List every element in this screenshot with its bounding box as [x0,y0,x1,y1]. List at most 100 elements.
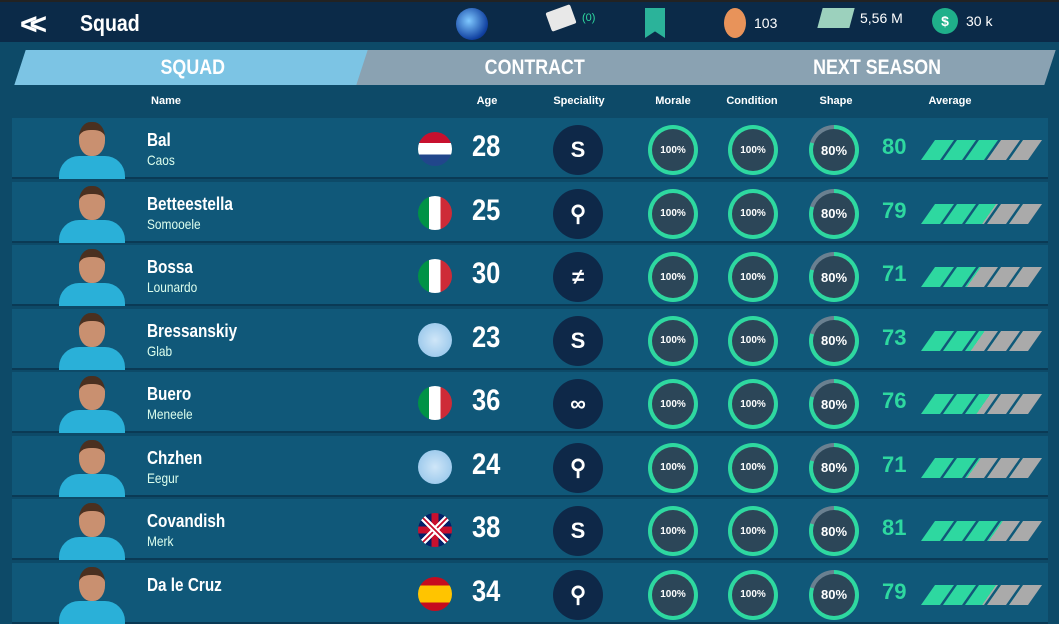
shape-ring: 80% [809,252,859,302]
avatar [57,122,127,179]
shape-value: 80% [813,192,855,235]
average-value: 79 [882,578,907,604]
morale-value: 100% [652,383,694,425]
rider-first-name: Eegur [147,469,179,486]
average-value: 71 [882,451,907,477]
average-bar [920,330,1043,351]
rider-first-name: Glab [147,342,173,359]
condition-ring: 100% [728,188,778,239]
shape-ring: 80% [809,442,859,493]
uk-flag-icon [418,513,452,547]
morale-ring: 100% [648,506,698,556]
rider-row[interactable]: Betteestella Somooele 25 ⚲ 100% 100% 80% 7… [12,181,1048,243]
morale-ring: 100% [648,125,698,175]
argentina-flag-icon [418,322,452,357]
italy-flag-icon [418,259,452,293]
rider-last-name: Bressanskiy [147,320,238,341]
shape-value: 80% [813,573,855,616]
rider-age: 36 [472,384,501,417]
bookmark-icon[interactable] [645,8,665,38]
rider-row[interactable]: Bal Caos 28 S 100% 100% 80% 80 [12,118,1048,179]
tab-squad[interactable]: SQUAD [14,50,372,85]
average-bar [920,584,1043,605]
condition-value: 100% [732,129,774,171]
italy-flag-icon [418,386,452,420]
average-bar [920,457,1043,478]
mail-icon[interactable] [545,4,577,32]
average-bar [920,140,1043,160]
rider-row[interactable]: Covandish Merk 38 S 100% 100% 80% 81 [12,499,1048,560]
rider-last-name: Chzhen [147,447,203,468]
shape-ring: 80% [809,125,859,175]
globe-icon[interactable] [456,8,488,40]
condition-value: 100% [732,383,774,425]
money-value: 30 k [966,13,993,29]
shape-value: 80% [813,256,855,298]
rider-row[interactable]: Da le Cruz 34 ⚲ 100% 100% 80% 79 [12,562,1048,624]
condition-ring: 100% [728,569,778,620]
average-value: 80 [882,134,907,159]
avatar [57,503,127,560]
average-bar [920,394,1043,414]
condition-ring: 100% [728,315,778,366]
rider-row[interactable]: Bressanskiy Glab 23 S 100% 100% 80% 73 [12,308,1048,370]
morale-value: 100% [652,129,694,171]
avatar [57,376,127,433]
page-title: Squad [80,10,140,36]
rider-last-name: Buero [147,384,192,404]
average-bar [920,267,1043,287]
morale-value: 100% [652,319,694,362]
morale-value: 100% [652,192,694,235]
shape-value: 80% [813,510,855,552]
condition-value: 100% [732,446,774,489]
morale-value: 100% [652,446,694,489]
col-age[interactable]: Age [476,95,498,107]
rider-last-name: Bossa [147,257,193,277]
shape-value: 80% [813,319,855,362]
condition-value: 100% [732,510,774,552]
morale-ring: 100% [648,442,698,493]
average-value: 81 [882,515,907,540]
rider-age: 25 [472,193,501,227]
condition-ring: 100% [728,442,778,493]
average-bar [920,203,1043,224]
rider-row[interactable]: Buero Meneele 36 ∞ 100% 100% 80% 76 [12,372,1048,433]
sprint-icon: S [553,506,603,556]
condition-ring: 100% [728,379,778,429]
tab-next-season[interactable]: NEXT SEASON [698,50,1056,85]
avatar [57,185,127,243]
back-icon[interactable]: << [20,8,47,41]
col-average[interactable]: Average [928,95,972,107]
avatar [57,249,127,306]
average-value: 71 [882,261,907,286]
col-morale[interactable]: Morale [655,95,691,107]
climber-icon: ⚲ [553,442,603,493]
shape-value: 80% [813,129,855,171]
condition-value: 100% [732,573,774,616]
netherlands-flag-icon [418,132,452,166]
spain-flag-icon [418,576,452,611]
shape-ring: 80% [809,379,859,429]
condition-ring: 100% [728,252,778,302]
rider-first-name: Meneele [147,406,193,422]
rider-row[interactable]: Chzhen Eegur 24 ⚲ 100% 100% 80% 71 [12,435,1048,497]
tab-contract[interactable]: CONTRACT [356,50,714,85]
rider-last-name: Bal [147,130,171,150]
col-condition[interactable]: Condition [726,95,778,107]
morale-ring: 100% [648,379,698,429]
rider-age: 34 [472,574,501,608]
col-name[interactable]: Name [151,95,181,107]
rider-row[interactable]: Bossa Lounardo 30 ≠ 100% 100% 80% 71 [12,245,1048,306]
rider-last-name: Da le Cruz [147,574,222,595]
rider-first-name: Caos [147,152,175,168]
avatar [57,439,127,497]
average-value: 73 [882,324,907,350]
shape-ring: 80% [809,506,859,556]
morale-ring: 100% [648,252,698,302]
shape-ring: 80% [809,569,859,620]
shape-ring: 80% [809,315,859,366]
col-shape[interactable]: Shape [819,95,853,107]
col-speciality[interactable]: Speciality [553,95,605,107]
shape-value: 80% [813,446,855,489]
rider-age: 23 [472,320,501,354]
